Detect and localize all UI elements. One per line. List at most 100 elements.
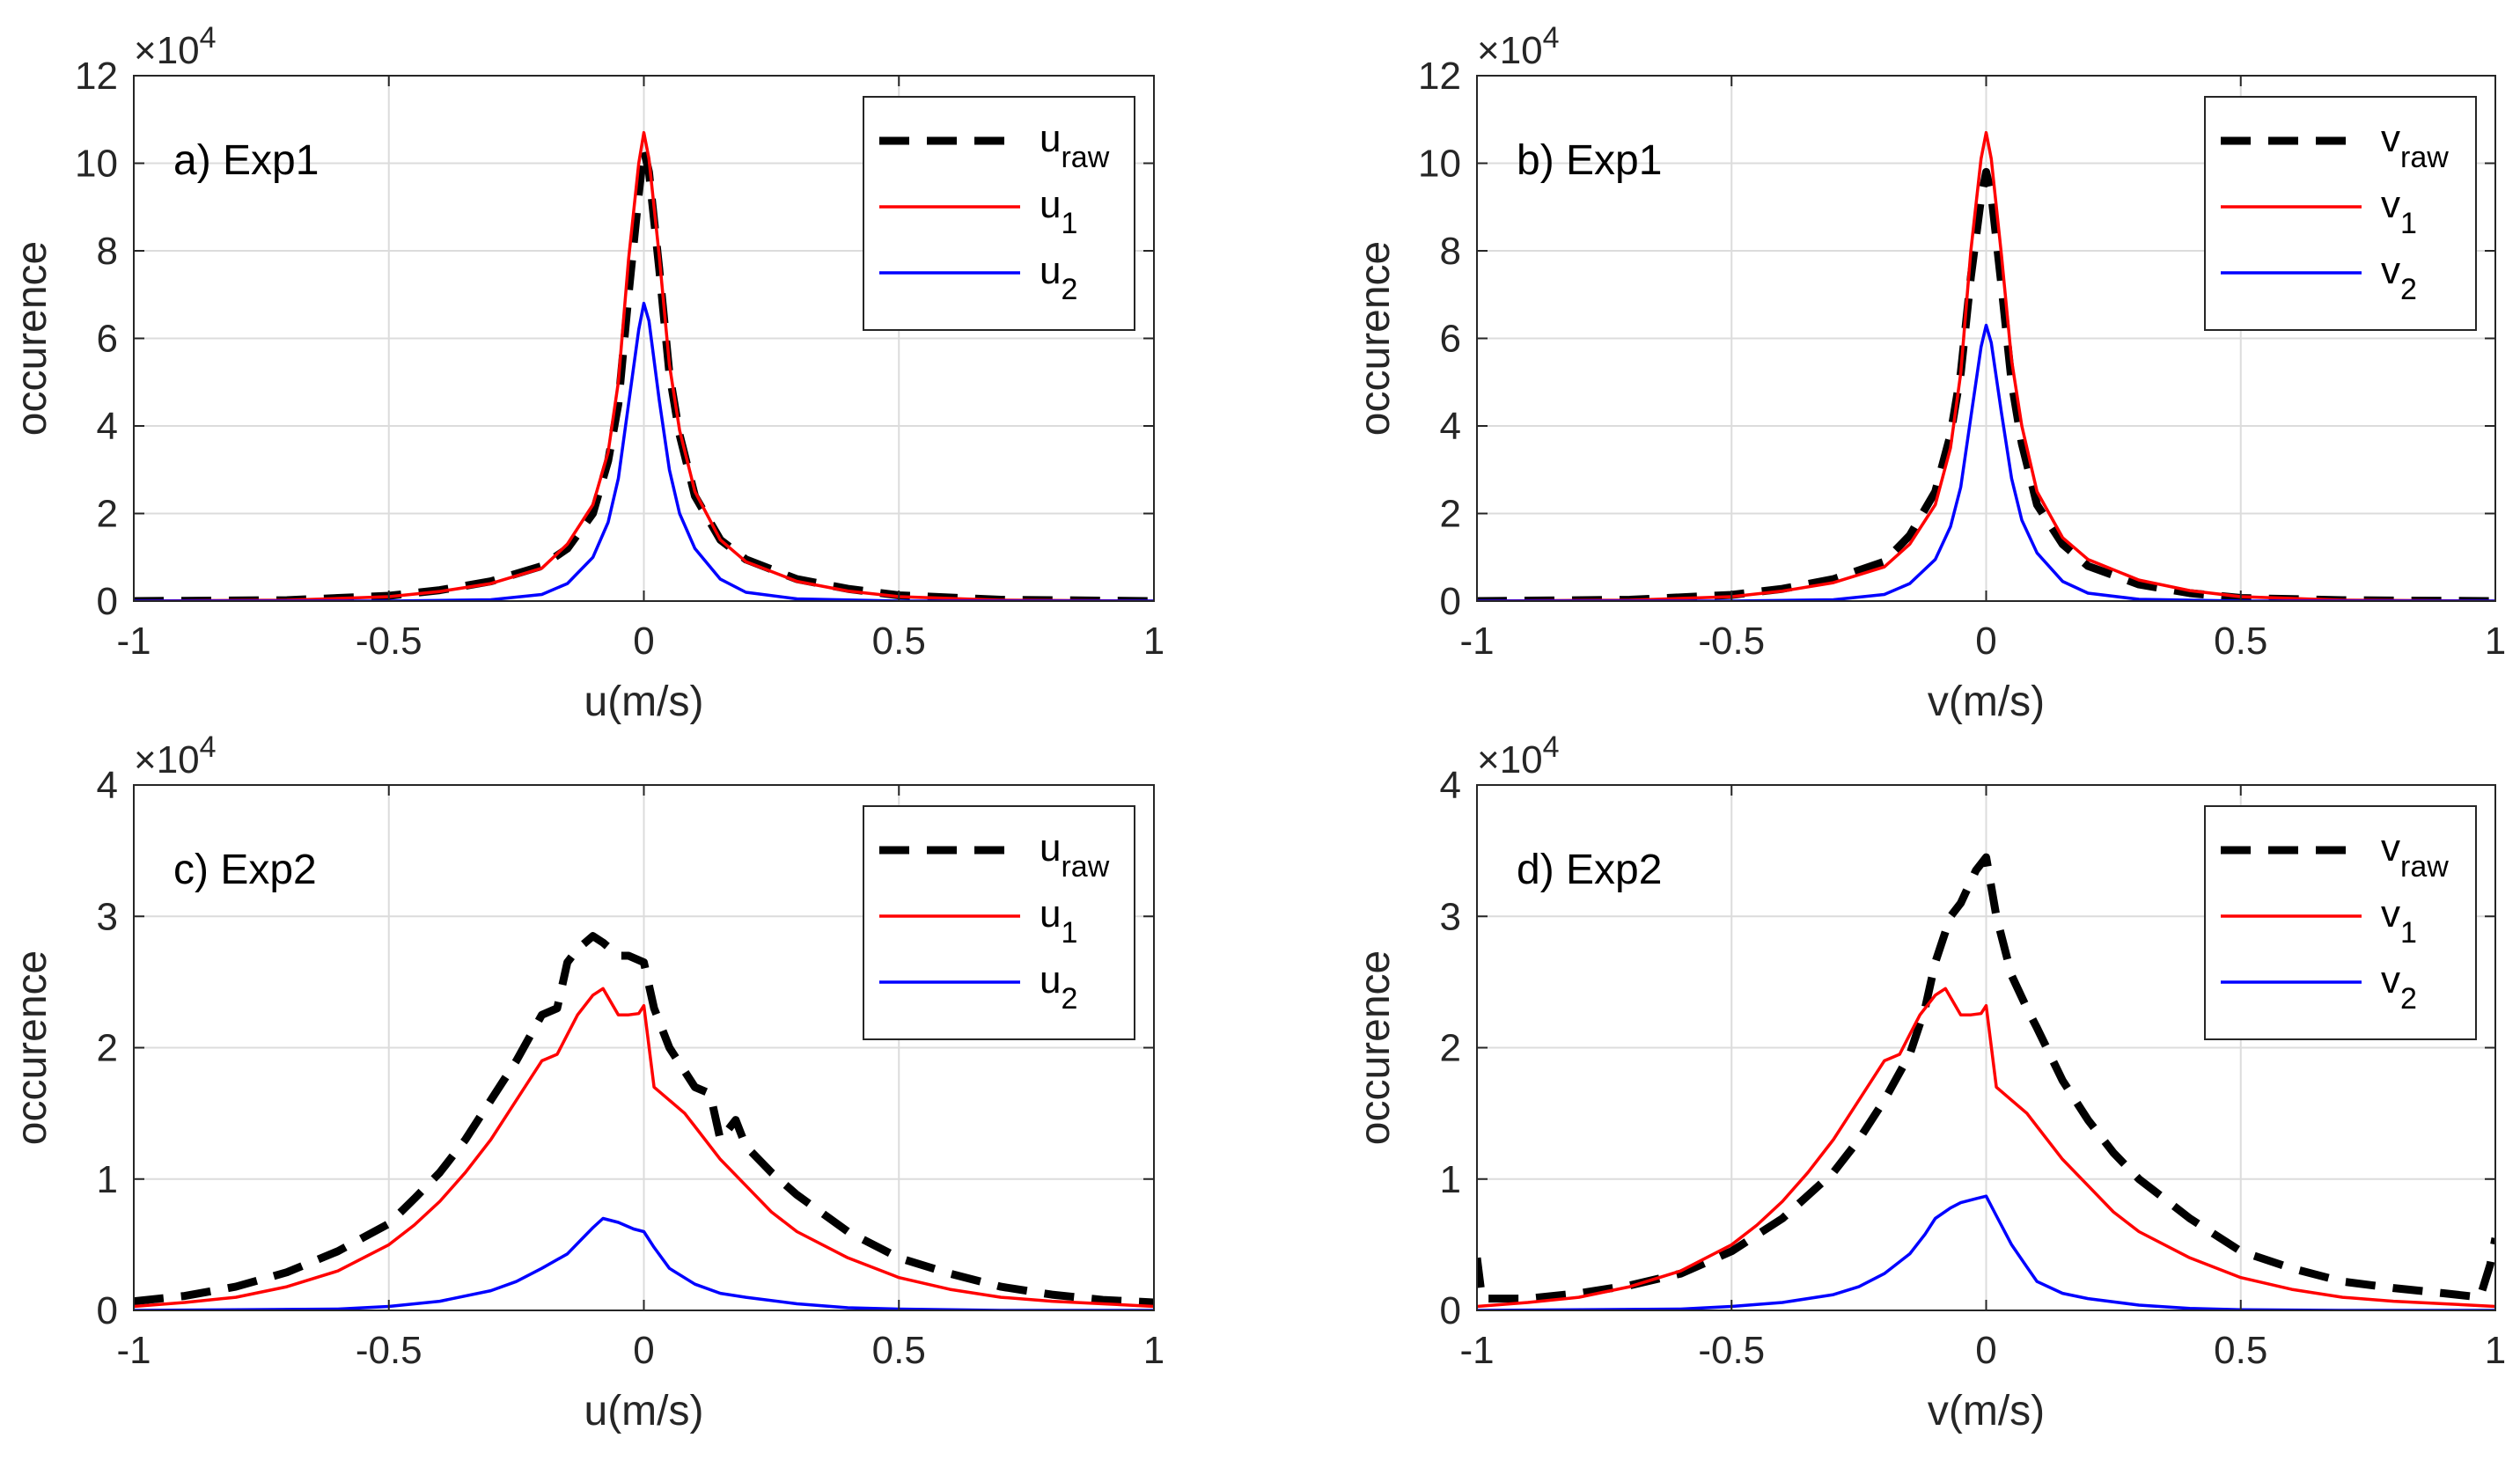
panel-label: a) Exp1 [173,137,319,184]
x-tick-label: -1 [116,620,151,663]
y-tick-label: 6 [97,318,118,361]
exponent-base: ×10 [1477,738,1543,781]
y-tick-label: 3 [97,895,118,938]
y-tick-label: 1 [1440,1158,1461,1201]
exponent-label: ×104 [1477,730,1560,781]
panel-a: -1 -0.5 0 0.5 1024681012×104u(m/s)occurencea… [9,21,1164,725]
y-tick-label: 0 [1440,1289,1461,1332]
y-axis-label: occurence [9,241,55,436]
y-axis-label: occurence [1352,950,1399,1145]
legend-entry-base: u [1040,826,1061,869]
y-tick-label: 4 [97,405,118,448]
legend-box [863,805,1135,1040]
legend-entry-base: u [1040,892,1061,935]
x-tick-label: 1 [1143,620,1164,663]
y-tick-label: 10 [1418,143,1461,186]
series-line-v-raw [1477,167,2495,601]
series-line-v-2 [1477,323,2495,601]
exponent-label: ×104 [134,21,217,72]
y-tick-label: 4 [97,764,118,807]
exponent-base: ×10 [1477,29,1543,72]
y-tick-label: 12 [75,55,118,98]
x-axis-label: v(m/s) [1928,679,2045,725]
y-axis-label: occurence [9,950,55,1145]
x-tick-label: -0.5 [356,620,422,663]
y-tick-label: 4 [1440,405,1461,448]
series-line-v-raw [1477,853,2495,1303]
y-tick-label: 2 [1440,1027,1461,1070]
x-tick-label: 0 [633,620,654,663]
x-tick-label: 0.5 [872,1329,926,1372]
y-tick-label: 4 [1440,764,1461,807]
series-group [134,932,1154,1310]
legend-box [863,96,1135,331]
series-line-u-2 [134,1216,1154,1310]
legend-entry-v-1: v1 [2381,892,2417,950]
x-tick-label: 0 [1975,620,1996,663]
legend-entry-subscript: 1 [1061,207,1077,240]
legend-entry-base: u [1040,117,1061,160]
x-tick-label: -0.5 [356,1329,422,1372]
panel-b: -1 -0.5 0 0.5 1024681012×104v(m/s)occurenceb… [1352,21,2506,725]
x-tick-label: 0 [633,1329,654,1372]
legend-entry-subscript: raw [2400,850,2449,884]
legend-entry-base: u [1040,249,1061,292]
series-line-v-1 [1477,130,2495,601]
legend-entry-subscript: raw [1061,141,1109,174]
legend-entry-subscript: raw [1061,850,1109,884]
x-tick-label: 1 [2485,620,2506,663]
x-tick-label: -1 [116,1329,151,1372]
panel-label: c) Exp2 [173,847,317,893]
legend-entry-base: u [1040,958,1061,1001]
series-line-u-1 [134,987,1154,1309]
x-tick-label: 0.5 [872,620,926,663]
legend-entry-base: v [2381,183,2400,226]
legend-entry-u-2: u2 [1040,249,1077,306]
legend-box [2204,96,2477,331]
y-tick-label: 8 [1440,230,1461,273]
exponent-label: ×104 [134,730,217,781]
x-tick-label: 0.5 [2214,620,2267,663]
legend-entry-base: v [2381,892,2400,935]
series-line-v-2 [1477,1194,2495,1310]
x-tick-label: 0.5 [2214,1329,2267,1372]
legend-entry-base: v [2381,826,2400,869]
legend-entry-subscript: 2 [1061,982,1077,1016]
series-group [1477,130,2495,601]
legend-entry-v-2: v2 [2381,958,2417,1016]
series-line-u-raw [134,146,1154,601]
x-tick-label: 0 [1975,1329,1996,1372]
legend-entry-u-1: u1 [1040,892,1077,950]
y-tick-label: 6 [1440,318,1461,361]
legend-entry-base: v [2381,249,2400,292]
x-axis-label: u(m/s) [584,1388,704,1434]
x-axis-label: u(m/s) [584,679,704,725]
legend-entry-v-1: v1 [2381,183,2417,240]
exponent-power: 4 [1543,21,1560,55]
y-tick-label: 0 [1440,580,1461,623]
panel-label: d) Exp2 [1517,847,1662,893]
y-tick-label: 2 [1440,493,1461,536]
x-tick-label: -0.5 [1698,620,1765,663]
y-tick-label: 12 [1418,55,1461,98]
legend-entry-subscript: raw [2400,141,2449,174]
y-tick-label: 8 [97,230,118,273]
legend-entry-base: v [2381,958,2400,1001]
exponent-power: 4 [1543,730,1560,764]
x-tick-label: -1 [1459,1329,1494,1372]
legend-entry-u-raw: uraw [1040,117,1110,174]
legend-entry-subscript: 1 [1061,916,1077,950]
series-line-u-1 [134,130,1154,601]
legend-entry-u-2: u2 [1040,958,1077,1016]
x-tick-label: 1 [2485,1329,2506,1372]
legend-box [2204,805,2477,1040]
panel-label: b) Exp1 [1517,137,1662,184]
series-group [134,130,1154,601]
y-tick-label: 0 [97,1289,118,1332]
y-axis-label: occurence [1352,241,1399,436]
legend-entry-subscript: 1 [2400,207,2417,240]
